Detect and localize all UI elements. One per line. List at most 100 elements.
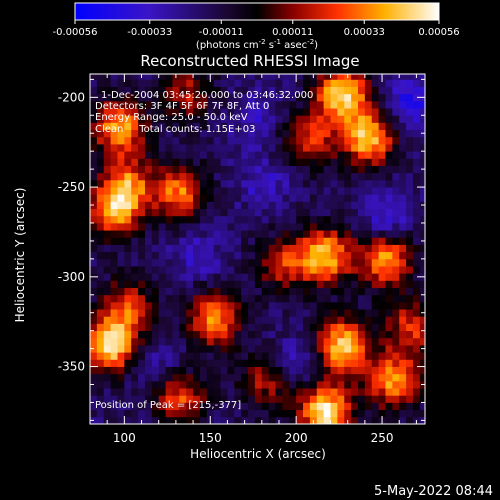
- heatmap-cell: [268, 108, 276, 116]
- heatmap-cell: [358, 280, 366, 288]
- heatmap-cell: [316, 158, 325, 166]
- heatmap-cell: [206, 237, 215, 245]
- heatmap-cell: [378, 151, 386, 159]
- heatmap-cell: [213, 244, 221, 253]
- heatmap-cell: [220, 86, 228, 95]
- heatmap-cell: [289, 359, 297, 367]
- heatmap-cell: [193, 373, 201, 382]
- heatmap-cell: [234, 194, 242, 202]
- heatmap-cell: [268, 323, 276, 332]
- heatmap-cell: [138, 187, 146, 195]
- heatmap-cell: [358, 380, 366, 389]
- heatmap-cell: [364, 136, 373, 145]
- heatmap-cell: [371, 215, 380, 224]
- heatmap-cell: [358, 108, 366, 116]
- heatmap-cell: [316, 237, 325, 245]
- heatmap-cell: [330, 409, 338, 418]
- heatmap-cell: [282, 194, 290, 202]
- heatmap-cell: [131, 215, 139, 224]
- heatmap-cell: [179, 151, 187, 159]
- heatmap-cell: [337, 244, 345, 253]
- heatmap-cell: [186, 222, 194, 231]
- heatmap-cell: [351, 86, 359, 95]
- heatmap-cell: [206, 187, 215, 195]
- heatmap-cell: [296, 258, 304, 267]
- heatmap-cell: [131, 280, 139, 288]
- heatmap-cell: [138, 215, 146, 224]
- heatmap-cell: [323, 352, 331, 360]
- heatmap-cell: [399, 251, 407, 260]
- heatmap-cell: [227, 208, 235, 217]
- heatmap-cell: [289, 86, 297, 95]
- heatmap-cell: [96, 108, 105, 116]
- heatmap-cell: [213, 273, 221, 281]
- heatmap-cell: [337, 100, 345, 109]
- heatmap-cell: [144, 151, 153, 159]
- heatmap-cell: [309, 294, 318, 303]
- heatmap-cell: [337, 388, 345, 396]
- heatmap-cell: [303, 294, 311, 303]
- heatmap-cell: [392, 100, 400, 109]
- heatmap-cell: [289, 74, 297, 80]
- heatmap-cell: [309, 309, 318, 317]
- heatmap-cell: [165, 330, 173, 339]
- heatmap-cell: [303, 258, 311, 267]
- heatmap-cell: [131, 373, 139, 382]
- heatmap-cell: [213, 266, 221, 274]
- heatmap-cell: [220, 237, 228, 245]
- heatmap-cell: [392, 187, 400, 195]
- heatmap-cell: [330, 266, 338, 274]
- heatmap-cell: [296, 108, 304, 116]
- heatmap-cell: [227, 301, 235, 310]
- heatmap-cell: [227, 323, 235, 332]
- heatmap-cell: [227, 330, 235, 339]
- heatmap-cell: [241, 93, 249, 102]
- heatmap-cell: [213, 395, 221, 403]
- heatmap-cell: [261, 380, 270, 389]
- heatmap-cell: [316, 79, 325, 87]
- heatmap-cell: [364, 151, 373, 159]
- heatmap-cell: [282, 409, 290, 418]
- heatmap-cell: [241, 129, 249, 138]
- heatmap-cell: [158, 194, 166, 202]
- heatmap-cell: [412, 380, 421, 389]
- heatmap-cell: [268, 309, 276, 317]
- heatmap-cell: [406, 352, 414, 360]
- heatmap-cell: [96, 237, 105, 245]
- heatmap-cell: [309, 122, 318, 131]
- heatmap-cell: [261, 151, 270, 159]
- heatmap-cell: [165, 395, 173, 403]
- heatmap-cell: [90, 187, 98, 195]
- heatmap-cell: [131, 337, 139, 346]
- heatmap-cell: [96, 136, 105, 145]
- heatmap-cell: [124, 151, 132, 159]
- heatmap-cell: [138, 136, 146, 145]
- heatmap-cell: [138, 100, 146, 109]
- heatmap-cell: [323, 316, 331, 324]
- heatmap-cell: [330, 222, 338, 231]
- heatmap-cell: [213, 222, 221, 231]
- heatmap-cell: [412, 237, 421, 245]
- heatmap-cell: [392, 280, 400, 288]
- heatmap-cell: [151, 208, 160, 217]
- heatmap-cell: [412, 366, 421, 375]
- heatmap-cell: [117, 280, 125, 288]
- heatmap-cell: [385, 179, 393, 188]
- heatmap-cell: [248, 115, 256, 123]
- heatmap-cell: [248, 258, 256, 267]
- heatmap-cell: [117, 366, 125, 375]
- heatmap-cell: [337, 86, 345, 95]
- heatmap-cell: [399, 100, 407, 109]
- heatmap-cell: [220, 201, 228, 210]
- heatmap-cell: [344, 287, 352, 296]
- heatmap-cell: [337, 144, 345, 152]
- heatmap-cell: [282, 208, 290, 217]
- heatmap-cell: [344, 151, 352, 159]
- heatmap-cell: [371, 380, 380, 389]
- heatmap-cell: [131, 258, 139, 267]
- heatmap-cell: [419, 100, 425, 109]
- heatmap-cell: [90, 388, 98, 396]
- heatmap-cell: [124, 79, 132, 87]
- heatmap-cell: [399, 345, 407, 353]
- heatmap-cell: [179, 79, 187, 87]
